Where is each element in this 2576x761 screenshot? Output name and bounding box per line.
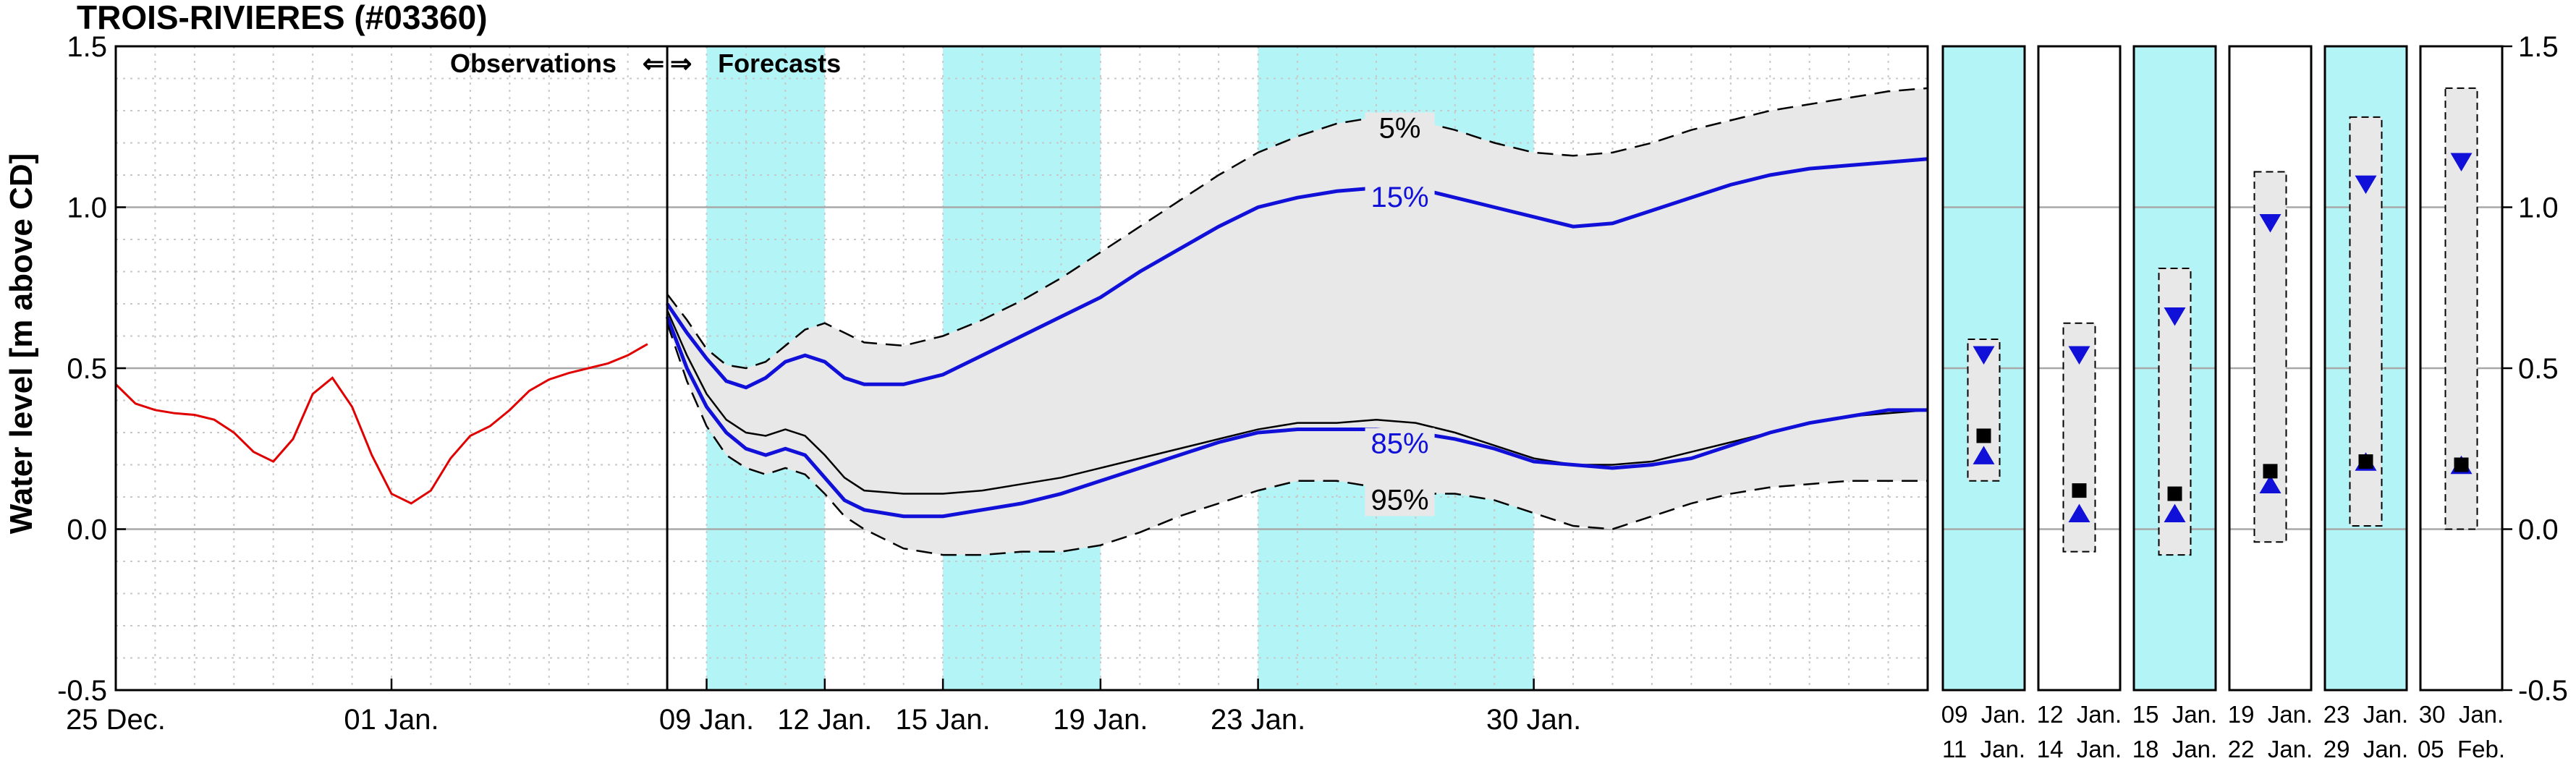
series-label-bg (1365, 484, 1435, 516)
right-y-tick-label: 0.0 (2518, 514, 2559, 546)
series-line-95pct (666, 323, 1928, 556)
right-y-tick-label: -0.5 (2518, 675, 2568, 707)
weekly-p15-marker (1973, 346, 1995, 365)
weekly-median-marker (2454, 457, 2469, 472)
weekly-start-label: 19 Jan. (2228, 701, 2313, 728)
weekly-end-label: 18 Jan. (2132, 736, 2217, 761)
forecast-band (667, 88, 1928, 556)
right-y-tick-label: 1.0 (2518, 192, 2559, 224)
right-y-tick-label: 0.5 (2518, 353, 2559, 385)
series-label-bg (1365, 112, 1435, 145)
observations-label: Observations (450, 48, 617, 78)
x-tick-label: 30 Jan. (1486, 704, 1581, 736)
weekly-panel-frame (2037, 45, 2122, 692)
series-line-85pct (665, 315, 1928, 519)
x-tick-label: 25 Dec. (66, 704, 166, 736)
arrow-right-label: ⇒ (670, 48, 692, 78)
weekly-p85-marker (1973, 446, 1995, 464)
x-tick-label: 09 Jan. (659, 704, 754, 736)
chart-title: TROIS-RIVIERES (#03360) (77, 0, 488, 36)
weekly-panel-frame (1941, 45, 2026, 692)
weekly-p15-marker (2068, 346, 2090, 365)
weekly-panels: 09 Jan. 11 Jan. 12 Jan. 14 Jan. 15 Jan. 18 Ja… (1941, 45, 2505, 761)
y-tick-label: -0.5 (57, 675, 107, 707)
weekly-end-label: 22 Jan. (2228, 736, 2313, 761)
weekly-start-label: 30 Jan. (2419, 701, 2504, 728)
x-tick-label: 12 Jan. (777, 704, 872, 736)
series-label: 85% (1371, 428, 1429, 460)
weekly-median-marker (1976, 428, 1991, 443)
weekly-end-label: 11 Jan. (1942, 736, 2025, 761)
weekly-start-label: 09 Jan. (1941, 701, 2026, 728)
arrow-left-label: ⇐ (643, 48, 664, 78)
y-tick-label: 0.5 (67, 353, 107, 385)
series-label: 5% (1379, 112, 1421, 144)
weekly-median-marker (2358, 454, 2373, 469)
weekly-median-marker (2167, 486, 2182, 501)
right-y-tick-label: 1.5 (2518, 31, 2559, 63)
series-line-median (666, 310, 1928, 495)
weekly-p15-marker (2355, 175, 2377, 195)
weekly-end-label: 05 Feb. (2418, 736, 2505, 761)
forecasts-label: Forecasts (718, 48, 841, 78)
weekly-panel-frame (2323, 45, 2408, 692)
weekly-panel-frame (2132, 45, 2217, 692)
y-axis-label: Water level [m above CD] (4, 153, 39, 535)
x-tick-label: 01 Jan. (344, 704, 438, 736)
weekly-end-label: 14 Jan. (2037, 736, 2122, 761)
weekly-p15-marker (2450, 153, 2473, 171)
weekly-panel-frame (2228, 45, 2313, 692)
weekly-p85-marker (2259, 475, 2281, 493)
right-axis: -0.5 0.0 0.5 1.0 1.5 (2502, 31, 2568, 707)
x-tick-label: 15 Jan. (896, 704, 991, 736)
weekly-start-label: 23 Jan. (2323, 701, 2408, 728)
series-label-bg (1365, 428, 1435, 460)
series-line-5pct (666, 87, 1928, 370)
weekly-start-label: 12 Jan. (2037, 701, 2122, 728)
series-line-15pct (666, 157, 1928, 390)
weekly-start-label: 15 Jan. (2132, 701, 2217, 728)
main-plot: 5% 15% 85% 95% Observations ⇐ ⇒ Forecasts -0.5 0.… (57, 31, 1929, 736)
weekly-p15-marker (2164, 307, 2186, 326)
weekly-p15-marker (2259, 214, 2281, 233)
y-tick-label: 1.0 (67, 192, 107, 224)
series-label: 15% (1371, 182, 1429, 213)
weekly-median-marker (2072, 483, 2087, 498)
series-label: 95% (1371, 484, 1429, 516)
weekly-end-label: 29 Jan. (2323, 736, 2408, 761)
series-label-bg (1365, 182, 1435, 214)
x-tick-label: 19 Jan. (1053, 704, 1148, 736)
observations-line (114, 343, 648, 505)
y-tick-label: 0.0 (67, 514, 107, 546)
weekly-p85-marker (2164, 503, 2186, 522)
y-tick-label: 1.5 (67, 31, 107, 63)
weekly-median-marker (2263, 464, 2278, 479)
weekly-p85-marker (2068, 503, 2090, 522)
x-tick-label: 23 Jan. (1211, 704, 1305, 736)
